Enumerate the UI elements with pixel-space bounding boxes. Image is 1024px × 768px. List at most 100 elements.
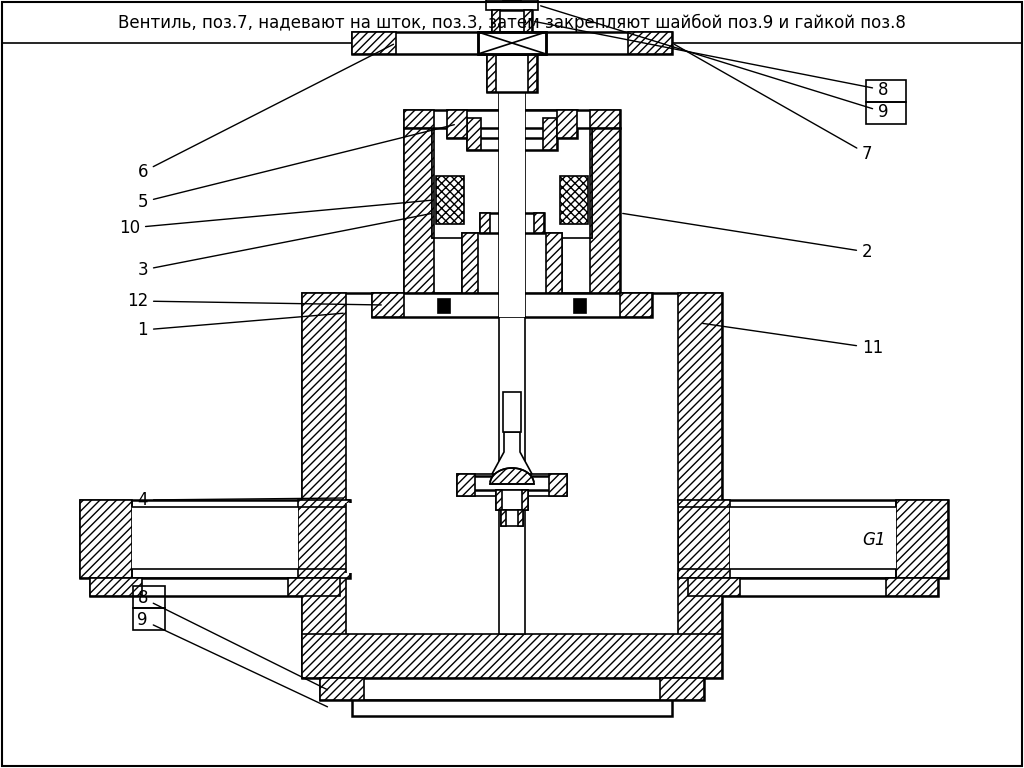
Text: 4: 4 bbox=[137, 491, 343, 509]
Bar bbox=[499, 332, 525, 632]
Bar bbox=[522, 490, 528, 510]
Polygon shape bbox=[490, 468, 534, 484]
Bar bbox=[866, 80, 906, 102]
Text: 6: 6 bbox=[137, 45, 393, 181]
Bar bbox=[487, 54, 496, 92]
Text: 3: 3 bbox=[137, 214, 431, 279]
Bar bbox=[133, 586, 165, 608]
Bar bbox=[688, 578, 938, 596]
Bar bbox=[660, 678, 705, 700]
Bar bbox=[543, 118, 557, 150]
Bar bbox=[404, 128, 620, 293]
Bar bbox=[80, 500, 132, 578]
Bar bbox=[133, 608, 165, 630]
Bar bbox=[447, 110, 577, 138]
Bar bbox=[557, 110, 577, 138]
Bar bbox=[480, 213, 544, 233]
Bar bbox=[499, 317, 525, 634]
Polygon shape bbox=[492, 432, 532, 474]
Bar bbox=[352, 32, 396, 54]
Bar bbox=[478, 32, 546, 54]
Polygon shape bbox=[490, 468, 534, 484]
Bar bbox=[528, 54, 537, 92]
Bar bbox=[524, 10, 532, 32]
Bar bbox=[628, 32, 672, 54]
Text: 8: 8 bbox=[137, 589, 328, 690]
Bar bbox=[560, 176, 588, 224]
Text: 11: 11 bbox=[702, 323, 884, 357]
Bar bbox=[432, 128, 592, 238]
Text: 5: 5 bbox=[137, 124, 455, 211]
Bar bbox=[462, 233, 562, 293]
Bar bbox=[404, 110, 434, 128]
Bar bbox=[499, 92, 525, 317]
Bar bbox=[319, 678, 364, 700]
Bar bbox=[620, 293, 652, 317]
Bar bbox=[404, 128, 434, 293]
Bar bbox=[302, 293, 346, 678]
Bar bbox=[372, 293, 404, 317]
Bar bbox=[457, 474, 567, 496]
Text: Вентиль, поз.7, надевают на шток, поз.3, затем закрепляют шайбой поз.9 и гайкой : Вентиль, поз.7, надевают на шток, поз.3,… bbox=[118, 14, 906, 32]
Bar bbox=[346, 503, 678, 573]
Bar bbox=[467, 118, 557, 150]
Bar bbox=[132, 507, 298, 569]
Bar bbox=[496, 490, 528, 510]
Bar bbox=[590, 128, 620, 293]
Text: 9: 9 bbox=[137, 611, 328, 707]
Bar bbox=[90, 578, 142, 596]
Bar bbox=[480, 213, 490, 233]
Bar bbox=[352, 32, 672, 54]
Bar bbox=[90, 578, 340, 596]
Bar bbox=[80, 500, 350, 578]
Bar bbox=[457, 474, 475, 496]
Bar bbox=[487, 54, 537, 92]
Text: 8: 8 bbox=[535, 22, 889, 99]
Bar bbox=[486, 0, 538, 10]
Bar bbox=[436, 176, 464, 224]
Bar bbox=[302, 634, 722, 678]
Bar bbox=[546, 233, 562, 293]
Bar bbox=[549, 474, 567, 496]
Text: 10: 10 bbox=[119, 200, 431, 237]
Bar bbox=[302, 293, 722, 678]
Bar bbox=[404, 110, 620, 128]
Text: 2: 2 bbox=[623, 214, 872, 261]
Bar bbox=[678, 293, 722, 678]
Bar bbox=[478, 32, 546, 54]
Bar bbox=[352, 700, 672, 716]
Text: 1: 1 bbox=[137, 313, 343, 339]
Bar bbox=[896, 500, 948, 578]
Text: 12: 12 bbox=[127, 292, 381, 310]
Bar bbox=[501, 510, 506, 526]
Bar bbox=[438, 299, 450, 313]
Bar bbox=[688, 578, 740, 596]
Bar bbox=[492, 10, 532, 32]
Bar bbox=[447, 110, 467, 138]
Bar bbox=[462, 233, 478, 293]
Bar bbox=[590, 110, 620, 128]
Bar bbox=[467, 118, 481, 150]
Bar bbox=[534, 213, 544, 233]
Bar bbox=[492, 10, 500, 32]
Bar bbox=[518, 510, 523, 526]
Bar bbox=[678, 500, 948, 578]
Bar bbox=[730, 507, 896, 569]
Bar bbox=[886, 578, 938, 596]
Bar bbox=[590, 128, 592, 238]
Text: 9: 9 bbox=[541, 6, 889, 121]
Text: 7: 7 bbox=[675, 45, 872, 163]
Bar bbox=[866, 102, 906, 124]
Bar bbox=[574, 299, 586, 313]
Bar bbox=[496, 490, 502, 510]
Bar bbox=[678, 500, 730, 578]
Bar bbox=[288, 578, 340, 596]
Bar bbox=[462, 476, 562, 490]
Bar bbox=[372, 293, 652, 317]
Bar bbox=[501, 510, 523, 526]
Bar bbox=[298, 500, 350, 578]
Text: G1: G1 bbox=[862, 531, 886, 549]
Bar bbox=[503, 392, 521, 432]
Bar bbox=[319, 678, 705, 700]
Bar bbox=[499, 90, 525, 317]
